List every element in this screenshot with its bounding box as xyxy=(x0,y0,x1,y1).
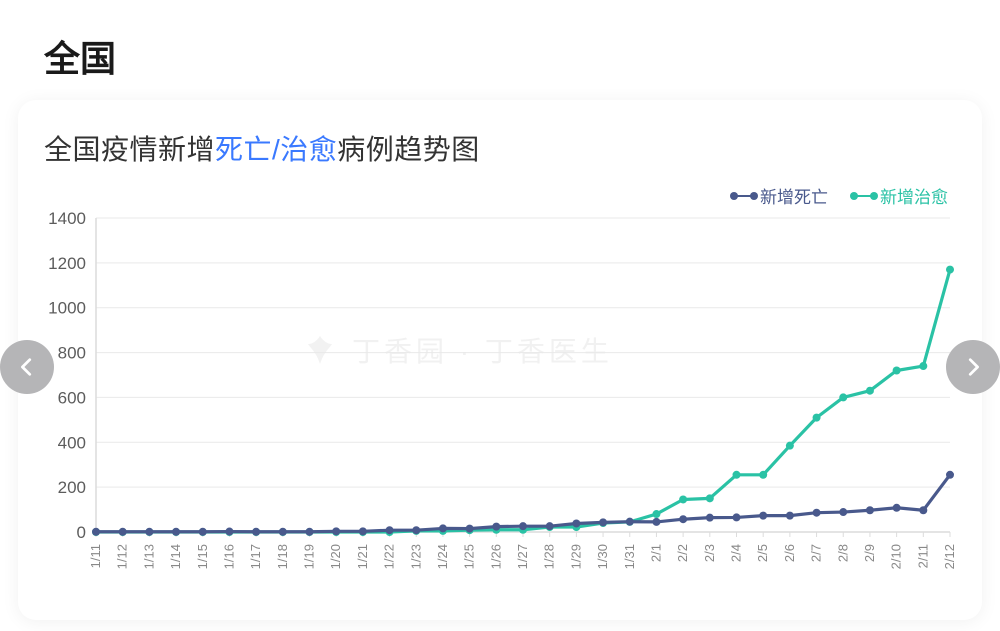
svg-text:1/11: 1/11 xyxy=(88,544,103,568)
chevron-right-icon xyxy=(962,356,984,378)
svg-text:2/5: 2/5 xyxy=(755,544,770,562)
svg-text:1/26: 1/26 xyxy=(488,544,503,569)
svg-text:400: 400 xyxy=(58,433,86,452)
page-title: 全国 xyxy=(44,30,116,82)
series xyxy=(92,471,954,536)
svg-text:1400: 1400 xyxy=(48,210,86,228)
svg-text:200: 200 xyxy=(58,478,86,497)
svg-text:1200: 1200 xyxy=(48,254,86,273)
svg-text:1/13: 1/13 xyxy=(141,544,156,569)
chart-title-prefix: 全国疫情新增 xyxy=(44,134,215,165)
svg-text:1/28: 1/28 xyxy=(542,544,557,569)
svg-text:2/2: 2/2 xyxy=(675,544,690,562)
svg-text:600: 600 xyxy=(58,388,86,407)
svg-text:2/9: 2/9 xyxy=(862,544,877,562)
svg-text:1/31: 1/31 xyxy=(622,544,637,569)
chart-title-highlight: 死亡/治愈 xyxy=(215,134,337,165)
svg-text:2/8: 2/8 xyxy=(835,544,850,562)
svg-text:1/14: 1/14 xyxy=(168,544,183,569)
svg-text:1/22: 1/22 xyxy=(382,544,397,569)
svg-text:1/29: 1/29 xyxy=(568,544,583,569)
svg-text:2/6: 2/6 xyxy=(782,544,797,562)
chart-title: 全国疫情新增死亡/治愈病例趋势图 xyxy=(44,128,480,168)
svg-text:1/30: 1/30 xyxy=(595,544,610,569)
svg-text:1/18: 1/18 xyxy=(275,544,290,569)
legend-swatch xyxy=(850,191,878,201)
chart-title-suffix: 病例趋势图 xyxy=(337,134,480,165)
legend-item: 新增死亡 xyxy=(730,183,828,208)
svg-text:1/23: 1/23 xyxy=(408,544,423,569)
legend-item: 新增治愈 xyxy=(850,183,948,208)
chevron-left-icon xyxy=(16,356,38,378)
chart-legend: 新增死亡 新增治愈 xyxy=(730,183,948,208)
legend-swatch xyxy=(730,191,758,201)
svg-text:2/3: 2/3 xyxy=(702,544,717,562)
line-chart: 0 200 400 600 800 1000 1200 1400 1/11 1/12 1/13 1/1… xyxy=(36,210,966,610)
next-button[interactable] xyxy=(946,340,1000,394)
svg-text:2/10: 2/10 xyxy=(889,544,904,569)
legend-label: 新增死亡 xyxy=(760,183,828,208)
svg-text:800: 800 xyxy=(58,344,86,363)
svg-text:1/16: 1/16 xyxy=(221,544,236,569)
svg-text:1/12: 1/12 xyxy=(115,544,130,569)
svg-text:0: 0 xyxy=(77,523,86,542)
legend-label: 新增治愈 xyxy=(880,183,948,208)
svg-text:1/24: 1/24 xyxy=(435,544,450,569)
svg-text:2/7: 2/7 xyxy=(809,544,824,562)
svg-text:2/4: 2/4 xyxy=(729,544,744,562)
svg-text:1000: 1000 xyxy=(48,299,86,318)
svg-text:1/21: 1/21 xyxy=(355,544,370,569)
svg-text:2/11: 2/11 xyxy=(915,544,930,568)
svg-text:1/15: 1/15 xyxy=(195,544,210,569)
svg-text:1/25: 1/25 xyxy=(462,544,477,569)
svg-text:1/27: 1/27 xyxy=(515,544,530,569)
svg-text:2/1: 2/1 xyxy=(648,544,663,562)
prev-button[interactable] xyxy=(0,340,54,394)
series xyxy=(92,266,954,536)
svg-text:2/12: 2/12 xyxy=(942,544,957,569)
svg-text:1/19: 1/19 xyxy=(302,544,317,569)
svg-text:1/20: 1/20 xyxy=(328,544,343,569)
svg-text:1/17: 1/17 xyxy=(248,544,263,569)
